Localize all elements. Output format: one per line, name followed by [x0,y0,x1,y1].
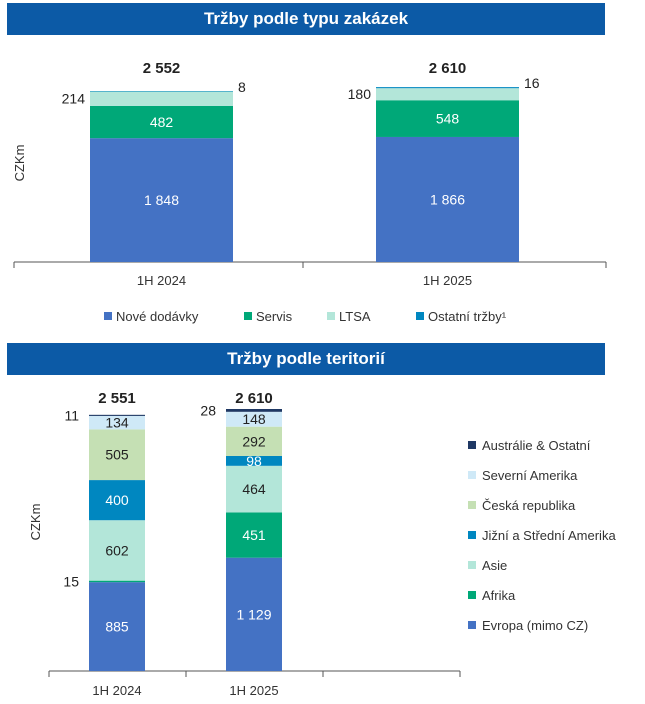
bar-segment-1-3 [226,455,282,466]
data-label-1-0: 1 866 [430,191,465,207]
data-label-1-2: 180 [348,86,372,102]
bar-segment-1-0 [226,557,282,671]
data-label-0-1: 482 [150,114,174,130]
legend-swatch-4 [468,501,476,509]
bar-segment-1-4 [226,426,282,456]
data-label-0-1: 15 [63,573,79,589]
chart2-title: Tržby podle teritorií [7,343,605,375]
bar-segment-0-5 [89,415,145,430]
bar-segment-0-4 [89,429,145,481]
data-label-0-2: 214 [62,91,86,107]
legend-label-3: Jižní a Střední Amerika [482,528,616,543]
data-label-0-6: 11 [64,407,79,423]
legend-swatch-0 [468,621,476,629]
legend-swatch-3 [468,531,476,539]
bar-segment-1-2 [226,465,282,513]
legend-label-6: Austrálie & Ostatní [482,438,591,453]
data-label-0-0: 885 [105,619,129,635]
total-label-0: 2 551 [98,390,136,407]
bar-segment-1-6 [226,409,282,412]
bar-segment-1-0 [376,136,519,262]
legend-label-3: Ostatní tržby¹ [428,309,507,324]
revenue-by-territory-chart: CZKm 885 15 602 400 505 134 11 2 551 1H 2024 1 129… [28,390,616,698]
legend-label-4: Česká republika [482,498,576,513]
legend-label-0: Evropa (mimo CZ) [482,618,588,633]
data-label-1-5: 148 [242,411,266,427]
total-label-1: 2 610 [429,60,467,77]
data-label-1-1: 548 [436,111,460,127]
x-tick-label-0: 1H 2024 [92,683,141,698]
y-axis-label: CZKm [12,145,27,182]
data-label-1-0: 1 129 [236,606,271,622]
bar-segment-1-1 [376,100,519,137]
bar-segment-1-3 [376,87,519,89]
bar-segment-0-2 [90,91,233,106]
data-label-0-4: 505 [105,447,129,463]
bar-segment-0-1 [90,105,233,139]
legend-swatch-0 [104,312,112,320]
x-tick-label-0: 1H 2024 [137,273,186,288]
legend-label-1: Afrika [482,588,516,603]
y-axis-label: CZKm [28,504,43,541]
legend-swatch-6 [468,441,476,449]
bar-segment-1-5 [226,411,282,427]
legend-label-2: Asie [482,558,507,573]
legend-swatch-2 [327,312,335,320]
total-label-0: 2 552 [143,60,181,77]
bar-segment-0-6 [89,414,145,416]
data-label-1-2: 464 [242,481,266,497]
data-label-1-3: 16 [524,75,540,91]
bar-segment-0-0 [89,582,145,671]
legend-swatch-5 [468,471,476,479]
total-label-1: 2 610 [235,390,273,407]
data-label-0-0: 1 848 [144,192,179,208]
legend-label-2: LTSA [339,309,371,324]
legend-swatch-1 [468,591,476,599]
legend-label-1: Servis [256,309,293,324]
bar-segment-1-2 [376,88,519,101]
x-tick-label-1: 1H 2025 [423,273,472,288]
legend-label-0: Nové dodávky [116,309,199,324]
legend-swatch-2 [468,561,476,569]
data-label-1-6: 28 [200,402,216,418]
legend-swatch-1 [244,312,252,320]
data-label-0-3: 400 [105,492,129,508]
bar-segment-0-0 [90,138,233,262]
data-label-1-4: 292 [242,433,266,449]
data-label-0-3: 8 [238,79,246,95]
legend-swatch-3 [416,312,424,320]
data-label-0-2: 602 [105,542,129,558]
data-label-1-1: 451 [242,527,266,543]
bar-segment-1-1 [226,512,282,558]
x-tick-label-1: 1H 2025 [229,683,278,698]
bar-segment-0-3 [89,480,145,521]
bar-segment-0-3 [90,91,233,92]
data-label-1-3: 98 [246,453,262,469]
bar-segment-0-2 [89,520,145,581]
data-label-0-5: 134 [105,415,129,431]
chart1-title: Tržby podle typu zakázek [7,3,605,35]
revenue-by-order-type-chart: CZKm 1 848 482 214 8 2 552 1H 2024 1 866 548 180 1… [12,60,607,324]
bar-segment-0-1 [89,580,145,583]
legend-label-5: Severní Amerika [482,468,578,483]
